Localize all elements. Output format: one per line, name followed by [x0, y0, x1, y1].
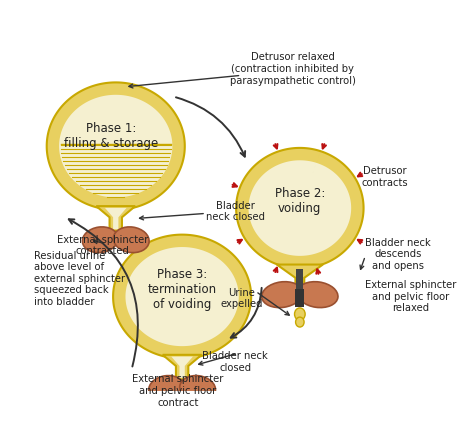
- Text: Phase 1:
filling & storage: Phase 1: filling & storage: [64, 122, 158, 150]
- Polygon shape: [163, 355, 201, 380]
- Text: Bladder neck
closed: Bladder neck closed: [202, 351, 268, 373]
- Ellipse shape: [262, 282, 303, 308]
- Polygon shape: [277, 264, 323, 291]
- Text: Detrusor
contracts: Detrusor contracts: [362, 166, 408, 188]
- Polygon shape: [171, 357, 193, 378]
- Polygon shape: [47, 82, 185, 210]
- Polygon shape: [126, 247, 239, 346]
- Polygon shape: [295, 289, 304, 307]
- Ellipse shape: [113, 227, 149, 252]
- Polygon shape: [59, 95, 172, 198]
- Text: Residual urine
above level of
external sphincter
squeezed back
into bladder: Residual urine above level of external s…: [34, 251, 126, 307]
- Text: Detrusor relaxed
(contraction inhibited by
parasympathetic control): Detrusor relaxed (contraction inhibited …: [230, 52, 356, 85]
- Ellipse shape: [82, 227, 118, 252]
- Text: Phase 3:
termination
of voiding: Phase 3: termination of voiding: [147, 268, 217, 311]
- Polygon shape: [105, 208, 127, 229]
- Text: External sphincter
and pelvic floor
relaxed: External sphincter and pelvic floor rela…: [365, 280, 457, 313]
- Polygon shape: [113, 235, 251, 359]
- Text: Phase 2:
voiding: Phase 2: voiding: [274, 187, 325, 215]
- Polygon shape: [296, 269, 304, 291]
- Ellipse shape: [296, 317, 304, 327]
- Text: External sphincter
and pelvic floor
contract: External sphincter and pelvic floor cont…: [132, 374, 224, 408]
- Text: Urine
expelled: Urine expelled: [220, 288, 263, 309]
- Text: Bladder
neck closed: Bladder neck closed: [206, 201, 265, 222]
- Ellipse shape: [297, 282, 338, 308]
- Polygon shape: [236, 148, 364, 268]
- Text: External sphincter
contracted: External sphincter contracted: [57, 235, 148, 256]
- Ellipse shape: [295, 308, 305, 320]
- Polygon shape: [249, 160, 351, 256]
- Ellipse shape: [180, 376, 215, 401]
- Text: Bladder neck
descends
and opens: Bladder neck descends and opens: [365, 238, 431, 271]
- Polygon shape: [96, 206, 135, 231]
- Ellipse shape: [149, 376, 184, 401]
